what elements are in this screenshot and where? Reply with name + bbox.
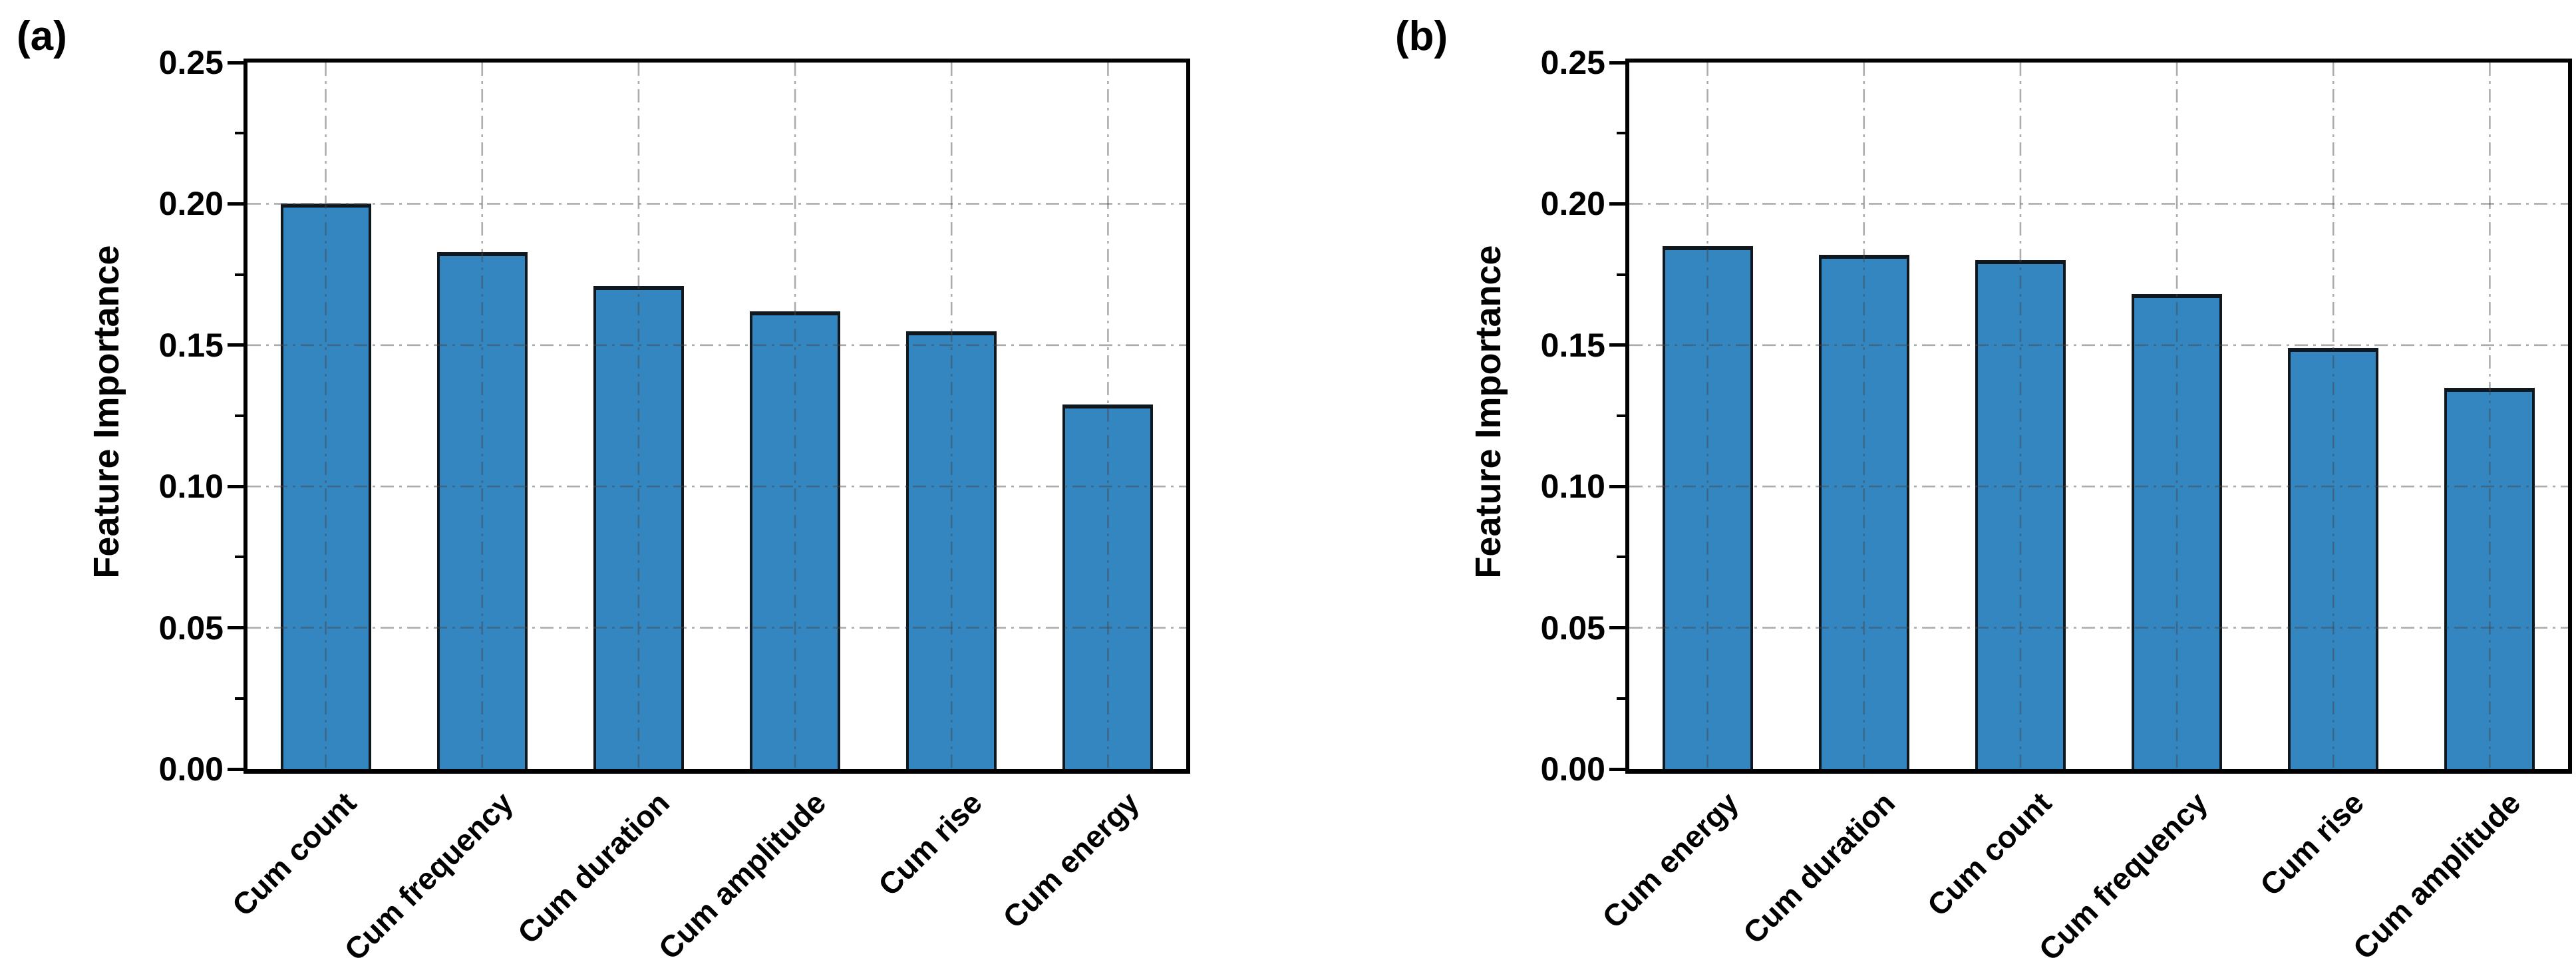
bar-cum-energy <box>1062 404 1154 769</box>
y-tick-label: 0.00 <box>158 750 224 788</box>
y-axis-label-a: Feature Importance <box>86 245 126 579</box>
gridlines <box>247 63 1186 769</box>
y-major-tick <box>1609 202 1625 206</box>
y-minor-tick <box>235 697 243 700</box>
y-tick-label: 0.15 <box>1540 326 1605 364</box>
bar-cum-amplitude <box>2444 387 2535 769</box>
y-minor-tick <box>235 273 243 276</box>
y-tick-label: 0.25 <box>1540 44 1605 81</box>
y-major-tick <box>1609 343 1625 347</box>
y-major-tick <box>1609 484 1625 488</box>
panel-label-a: (a) <box>17 13 67 59</box>
gridlines <box>1629 63 2568 769</box>
bar-cum-amplitude <box>750 311 841 769</box>
x-category-label: Cum frequency <box>2032 785 2215 962</box>
x-category-label: Cum energy <box>995 785 1146 935</box>
x-category-label: Cum duration <box>1736 785 1901 951</box>
y-major-tick <box>1609 767 1625 771</box>
bar-cum-frequency <box>2132 294 2223 769</box>
y-major-tick <box>228 61 243 65</box>
bar-cum-count <box>280 204 371 769</box>
x-category-label: Cum duration <box>510 785 676 951</box>
y-major-tick <box>228 202 243 206</box>
y-minor-tick <box>235 556 243 559</box>
y-minor-tick <box>1617 132 1625 135</box>
plot-area-a: 0.00 0.05 0.10 0.15 0.20 0.25 Cum count Cum fre… <box>159 44 1190 962</box>
y-tick-label: 0.25 <box>158 44 224 81</box>
y-tick-label: 0.05 <box>1540 609 1605 647</box>
y-tick-label: 0.15 <box>158 326 224 364</box>
y-major-tick <box>1609 626 1625 630</box>
x-category-label: Cum frequency <box>337 785 520 962</box>
y-major-tick <box>228 484 243 488</box>
x-category-label: Cum rise <box>2253 785 2371 903</box>
y-major-tick <box>228 343 243 347</box>
x-category-label: Cum amplitude <box>2346 785 2527 962</box>
y-major-tick <box>228 767 243 771</box>
y-tick-label: 0.20 <box>1540 185 1605 223</box>
y-minor-tick <box>235 132 243 135</box>
x-category-label: Cum energy <box>1595 785 1745 935</box>
x-category-label: Cum count <box>1920 785 2058 923</box>
bar-cum-count <box>1975 260 2066 769</box>
y-axis-label-b: Feature Importance <box>1468 245 1508 579</box>
bar-cum-energy <box>1662 246 1753 769</box>
y-minor-tick <box>1617 697 1625 700</box>
x-category-label: Cum rise <box>872 785 989 903</box>
x-category-label: Cum amplitude <box>651 785 833 962</box>
x-category-label: Cum count <box>226 785 363 923</box>
y-major-tick <box>1609 61 1625 65</box>
y-tick-label: 0.00 <box>1540 750 1605 788</box>
bar-cum-rise <box>2288 348 2379 769</box>
y-major-tick <box>228 626 243 630</box>
y-tick-label: 0.20 <box>158 185 224 223</box>
y-tick-label: 0.10 <box>1540 468 1605 506</box>
bar-cum-duration <box>593 285 684 769</box>
bar-cum-rise <box>906 331 997 769</box>
plot-area-b: 0.00 0.05 0.10 0.15 0.20 0.25 Cum energy Cum du… <box>1541 44 2572 962</box>
bar-cum-frequency <box>436 251 528 769</box>
y-minor-tick <box>1617 556 1625 559</box>
y-tick-label: 0.10 <box>158 468 224 506</box>
y-minor-tick <box>1617 273 1625 276</box>
panel-label-b: (b) <box>1395 13 1448 59</box>
y-tick-label: 0.05 <box>158 609 224 647</box>
bar-cum-duration <box>1818 254 1909 769</box>
y-minor-tick <box>1617 414 1625 417</box>
y-minor-tick <box>235 414 243 417</box>
